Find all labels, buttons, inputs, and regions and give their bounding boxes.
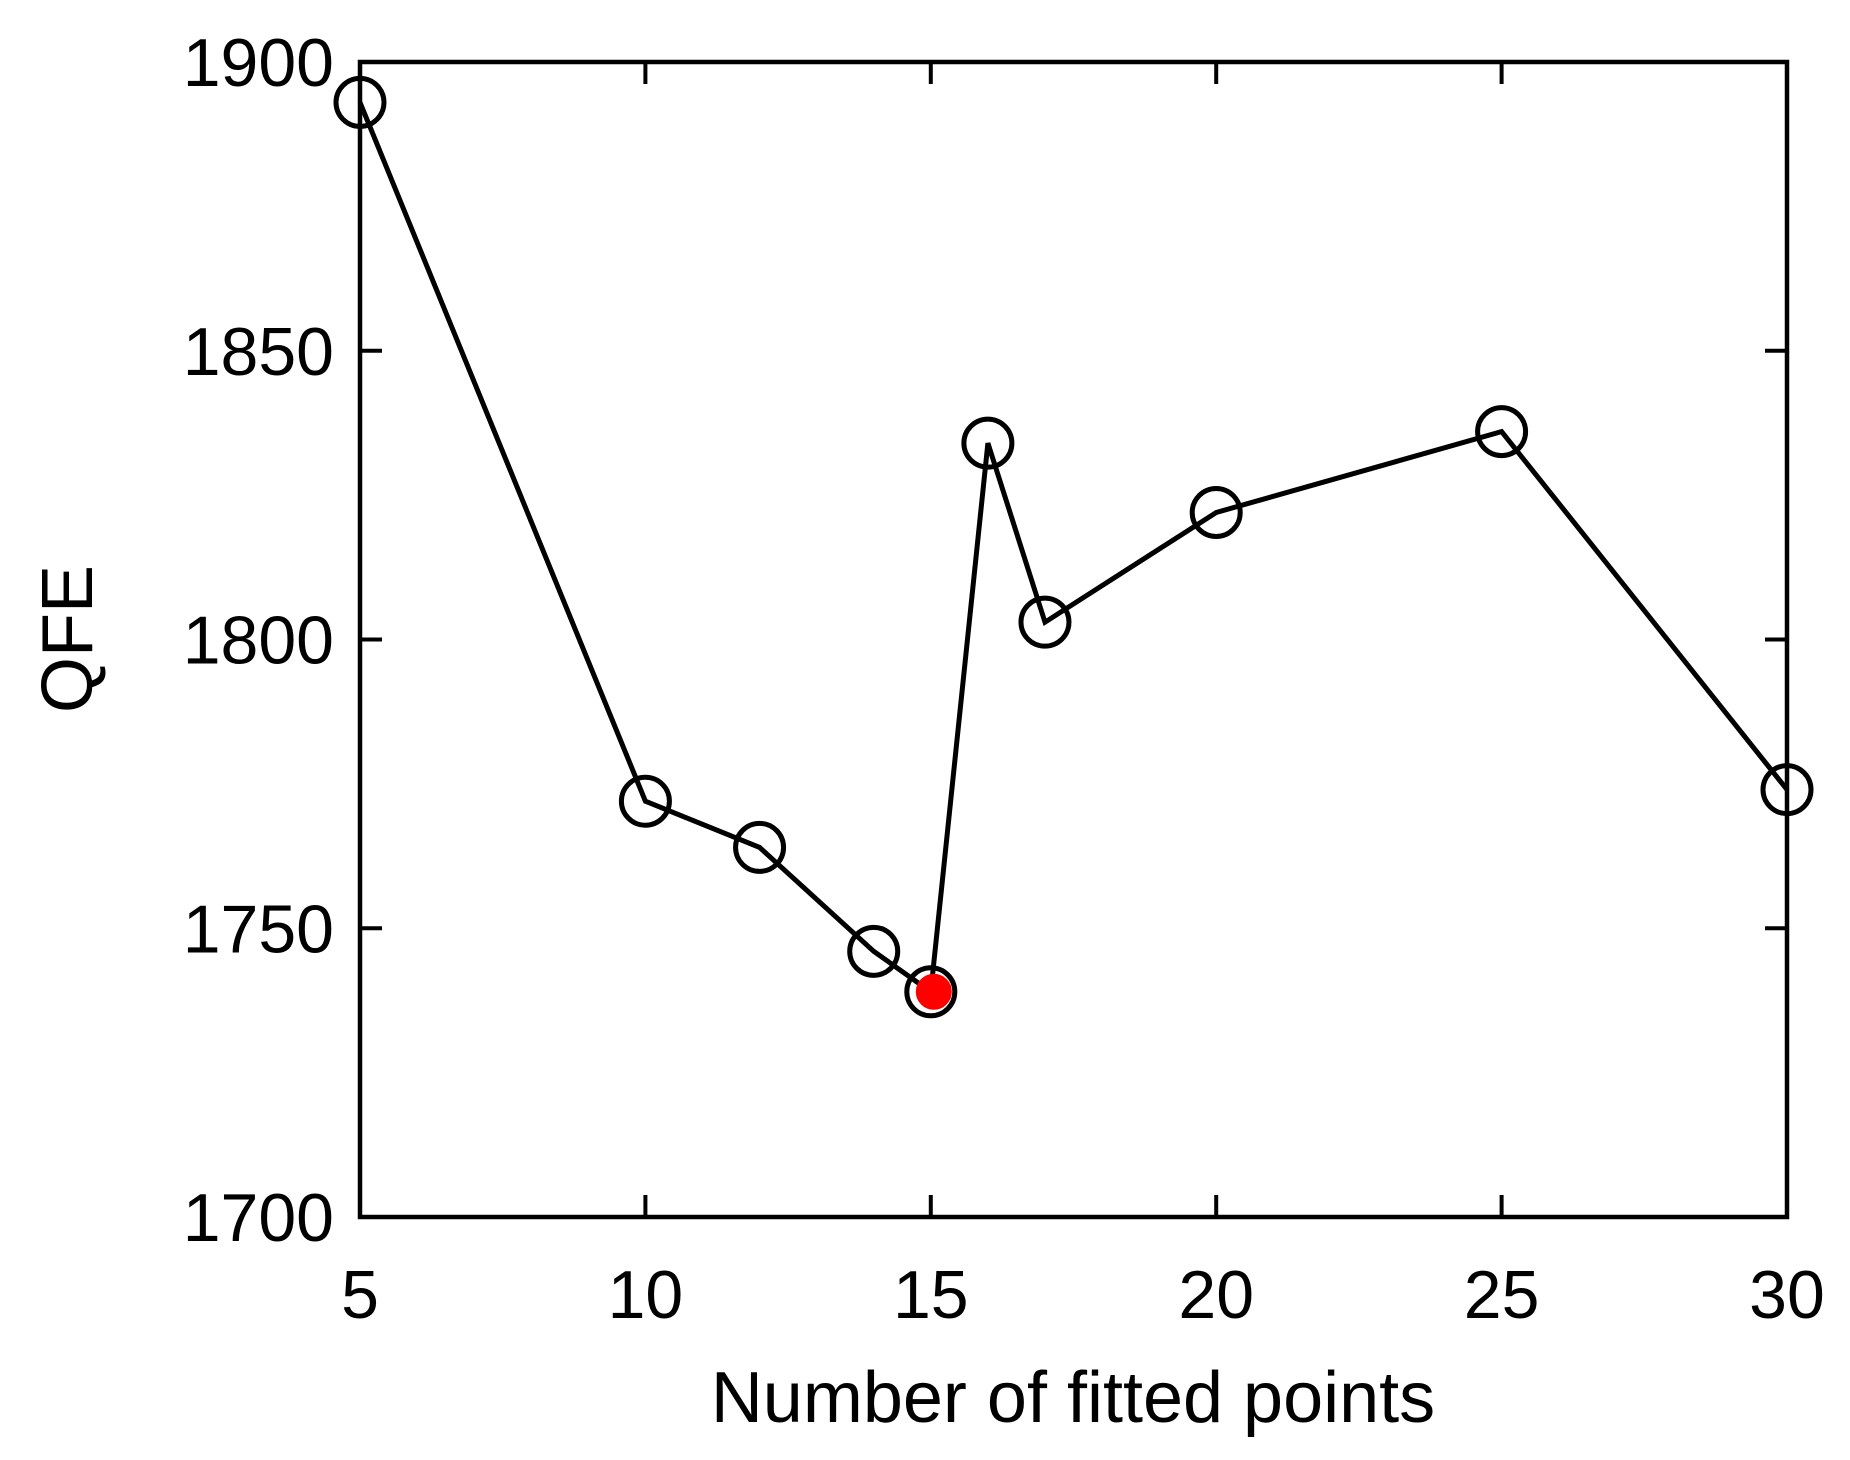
highlight-point <box>915 973 952 1010</box>
x-tick-label: 10 <box>608 1257 684 1333</box>
data-point <box>961 416 1015 470</box>
y-axis-label: QFE <box>28 565 108 713</box>
x-tick-label: 15 <box>893 1257 969 1333</box>
labels-layer: Number of fitted points QFE <box>28 565 1435 1438</box>
data-point <box>733 820 787 874</box>
series-layer <box>333 75 1814 1019</box>
x-tick-label: 20 <box>1178 1257 1254 1333</box>
ticks-layer: 5 10 15 20 25 30 1700 1750 1800 1850 1900 <box>183 25 1825 1333</box>
y-tick-label: 1750 <box>183 891 334 967</box>
data-point <box>904 965 958 1019</box>
x-tick-label: 25 <box>1464 1257 1540 1333</box>
y-tick-label: 1850 <box>183 314 334 390</box>
data-point <box>1189 485 1243 539</box>
data-point <box>1018 595 1072 649</box>
y-tick-label: 1900 <box>183 25 334 101</box>
y-tick-label: 1800 <box>183 603 334 679</box>
x-tick-label: 5 <box>341 1257 379 1333</box>
data-point <box>847 924 901 978</box>
plot-frame <box>357 59 1790 1220</box>
series-line <box>357 101 1789 997</box>
x-tick-label: 30 <box>1749 1257 1825 1333</box>
data-point <box>618 774 672 828</box>
data-point <box>1475 405 1529 459</box>
x-axis-label: Number of fitted points <box>711 1358 1435 1438</box>
y-tick-label: 1700 <box>183 1180 334 1256</box>
